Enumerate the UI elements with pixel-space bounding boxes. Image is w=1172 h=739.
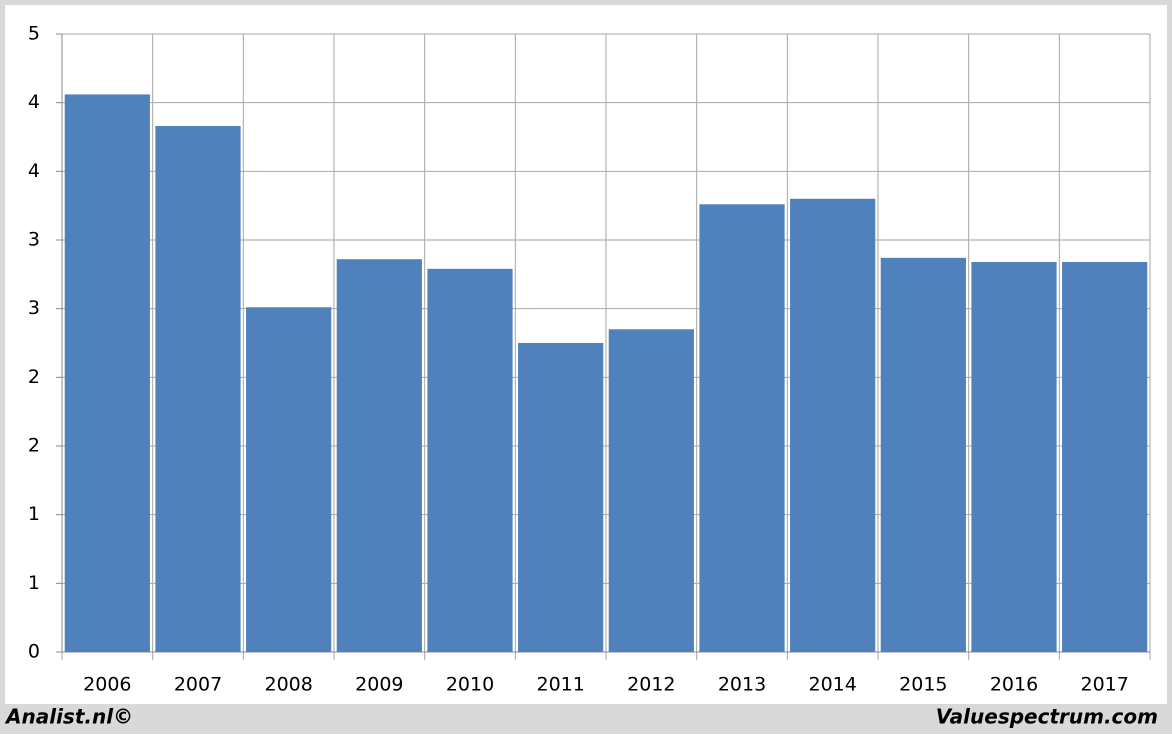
y-tick-label: 5 (28, 23, 40, 45)
x-tick-label: 2013 (718, 674, 766, 696)
y-tick-label: 0 (28, 641, 40, 663)
bar (336, 259, 422, 652)
x-tick-label: 2016 (990, 674, 1038, 696)
y-tick-label: 3 (28, 297, 40, 319)
x-tick-label: 2008 (264, 674, 312, 696)
bar (155, 126, 241, 653)
x-tick-label: 2011 (536, 674, 584, 696)
y-tick-label: 1 (28, 503, 40, 525)
x-tick-label: 2015 (899, 674, 947, 696)
y-tick-label: 2 (28, 435, 40, 457)
y-tick-label: 2 (28, 366, 40, 388)
y-tick-label: 3 (28, 229, 40, 251)
bar (64, 94, 150, 653)
bar (518, 343, 604, 652)
bar (790, 198, 876, 653)
x-tick-label: 2014 (808, 674, 856, 696)
bar (427, 268, 513, 652)
footer-right: Valuespectrum.com (936, 705, 1158, 729)
footer-left: Analist.nl© (4, 705, 133, 729)
bar (971, 261, 1057, 652)
y-tick-label: 1 (28, 572, 40, 594)
bar (1062, 261, 1148, 652)
y-tick-label: 4 (28, 91, 40, 113)
x-tick-label: 2007 (174, 674, 222, 696)
x-tick-label: 2010 (446, 674, 494, 696)
bar (246, 307, 332, 652)
y-tick-label: 4 (28, 160, 40, 182)
x-tick-label: 2017 (1080, 674, 1128, 696)
bar (608, 329, 694, 652)
x-tick-label: 2012 (627, 674, 675, 696)
bar (699, 204, 785, 652)
x-tick-label: 2006 (83, 674, 131, 696)
bar (880, 257, 966, 652)
x-tick-label: 2009 (355, 674, 403, 696)
